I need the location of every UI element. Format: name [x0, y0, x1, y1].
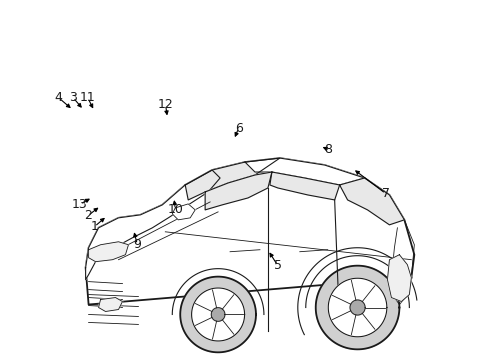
- Polygon shape: [211, 308, 224, 321]
- Polygon shape: [85, 170, 220, 280]
- Text: 13: 13: [72, 198, 87, 211]
- Polygon shape: [191, 288, 244, 341]
- Text: 6: 6: [234, 122, 242, 135]
- Polygon shape: [180, 276, 255, 352]
- Text: 3: 3: [69, 91, 77, 104]
- Polygon shape: [244, 158, 364, 185]
- Polygon shape: [339, 178, 404, 225]
- Polygon shape: [172, 204, 195, 220]
- Polygon shape: [205, 172, 271, 210]
- Text: 1: 1: [90, 220, 98, 233]
- Text: 10: 10: [167, 203, 183, 216]
- Text: 8: 8: [324, 143, 332, 156]
- Text: 2: 2: [83, 210, 91, 222]
- Polygon shape: [99, 298, 122, 311]
- Text: 9: 9: [133, 238, 141, 251]
- Polygon shape: [349, 300, 365, 315]
- Polygon shape: [386, 255, 410, 302]
- Polygon shape: [327, 278, 386, 337]
- Polygon shape: [85, 158, 413, 305]
- Text: 12: 12: [158, 98, 173, 111]
- Polygon shape: [88, 242, 128, 262]
- Text: 11: 11: [80, 91, 95, 104]
- Text: 5: 5: [273, 259, 281, 272]
- Polygon shape: [185, 158, 279, 200]
- Text: 4: 4: [54, 91, 62, 104]
- Polygon shape: [315, 266, 399, 349]
- Polygon shape: [269, 172, 339, 200]
- Text: 7: 7: [381, 187, 389, 200]
